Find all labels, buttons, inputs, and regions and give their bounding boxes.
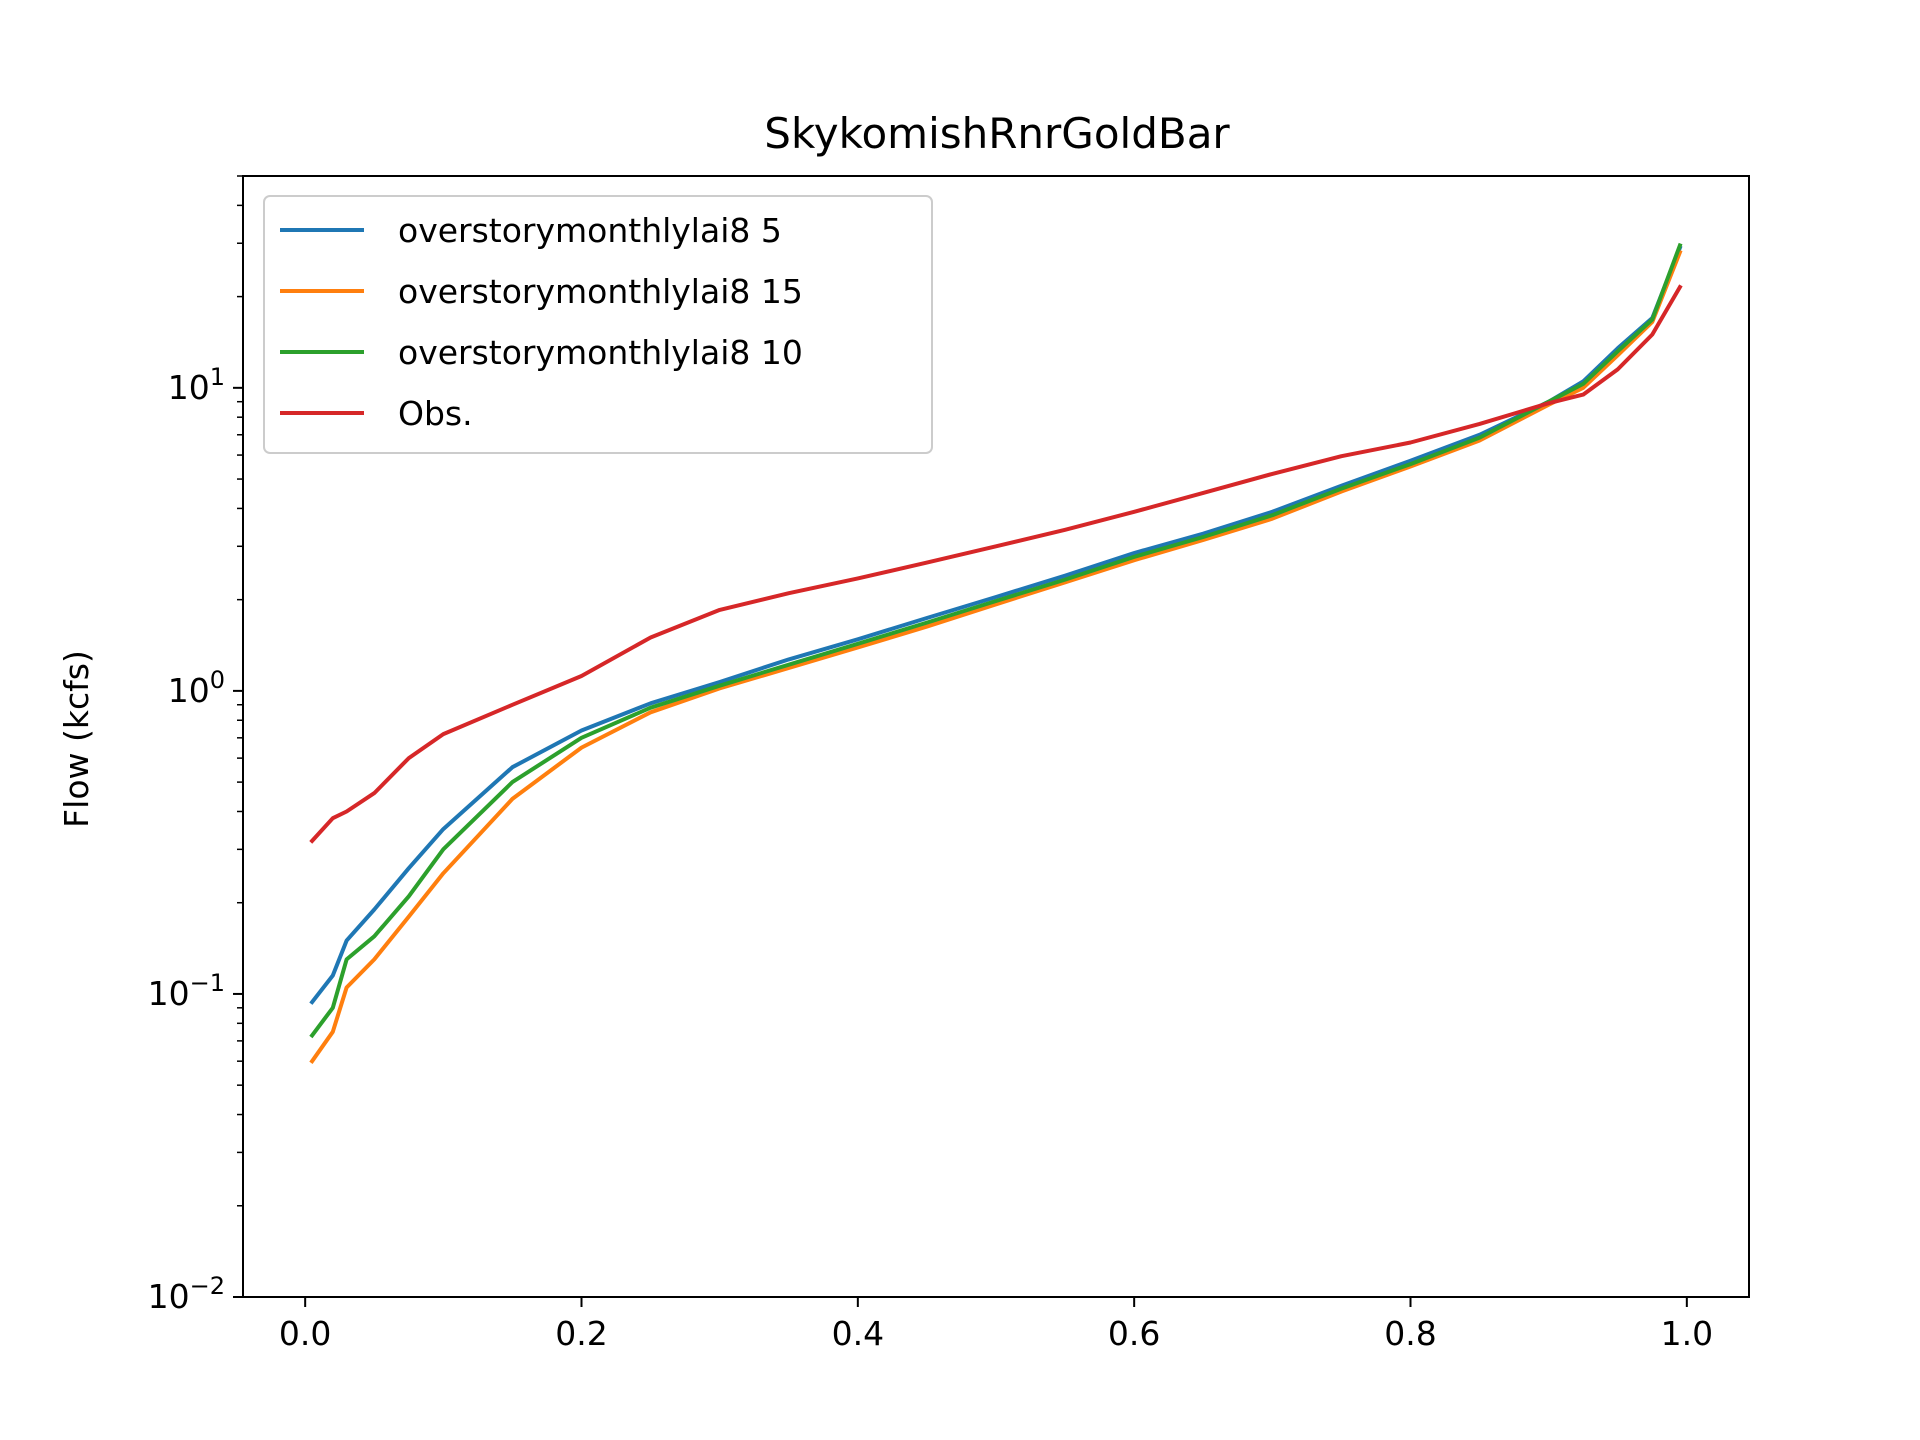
legend-box	[263, 195, 933, 454]
x-tick-label-2: 0.4	[832, 1314, 884, 1353]
y-axis-label: Flow (kcfs)	[57, 650, 96, 828]
y-tick-label-1: 10−1	[148, 969, 225, 1013]
chart-title: SkykomishRnrGoldBar	[764, 109, 1230, 158]
plot-area: 0.0 0.2 0.4 0.6 0.8 1.0 10−2 10−1 100 101 overstor…	[148, 175, 1750, 1353]
x-tick-label-4: 0.8	[1384, 1314, 1436, 1353]
series-line-3	[309, 284, 1683, 844]
series-line-1	[309, 249, 1683, 1064]
x-tick-label-0: 0.0	[279, 1314, 331, 1353]
legend-label-2: overstorymonthlylai8 10	[398, 333, 803, 372]
legend-label-0: overstorymonthlylai8 5	[398, 211, 782, 250]
y-tick-label-3: 101	[168, 363, 225, 407]
x-tick-label-5: 1.0	[1661, 1314, 1713, 1353]
y-tick-label-0: 10−2	[148, 1272, 225, 1316]
axes-frame	[242, 175, 1750, 1298]
x-tick-label-3: 0.6	[1108, 1314, 1160, 1353]
legend-label-3: Obs.	[398, 394, 473, 433]
x-tick-label-1: 0.2	[555, 1314, 607, 1353]
legend-label-1: overstorymonthlylai8 15	[398, 272, 803, 311]
y-tick-label-2: 100	[168, 666, 225, 710]
